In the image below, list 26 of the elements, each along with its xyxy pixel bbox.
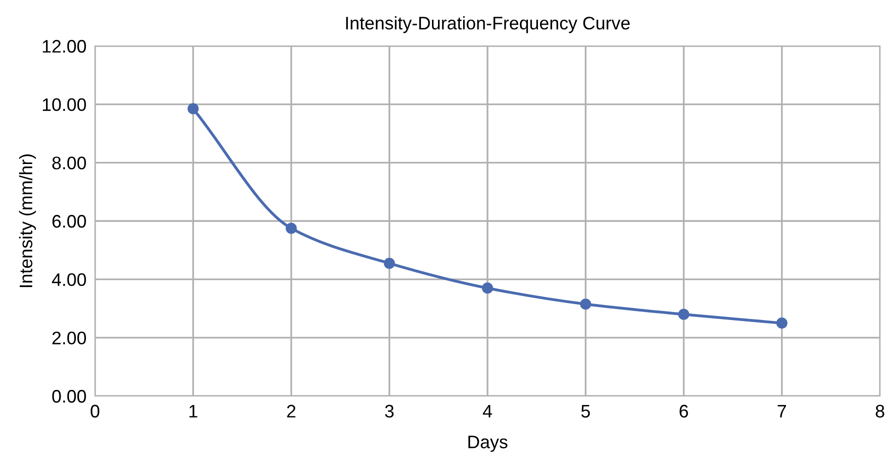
- x-tick-label: 2: [287, 404, 296, 418]
- chart-title: Intensity-Duration-Frequency Curve: [346, 16, 630, 34]
- x-tick-label: 6: [680, 404, 688, 418]
- y-tick-label: 8.00: [52, 156, 86, 170]
- y-tick-label: 0.00: [52, 390, 86, 403]
- y-axis-title: Intensity (mm/hr): [19, 154, 36, 288]
- y-tick-label: 10.00: [42, 98, 86, 112]
- point: [482, 282, 494, 294]
- x-tick-label: 5: [581, 404, 590, 418]
- point: [678, 308, 690, 320]
- x-tick-label: 1: [189, 404, 198, 418]
- x-tick-label: 4: [482, 404, 492, 418]
- y-tick-label: 6.00: [52, 214, 86, 228]
- x-tick-label: 7: [778, 404, 786, 418]
- point: [580, 298, 592, 310]
- x-tick-label: 8: [876, 404, 884, 418]
- x-axis-title: Days: [468, 436, 508, 452]
- x-tick-label: 0: [90, 404, 100, 418]
- y-tick-label: 2.00: [52, 332, 86, 344]
- point: [776, 318, 788, 329]
- y-tick-label: 4.00: [52, 273, 86, 286]
- x-tick-label: 3: [385, 404, 394, 418]
- point: [384, 258, 395, 269]
- y-tick-label: 12.00: [42, 40, 86, 53]
- point: [188, 103, 199, 114]
- point: [286, 222, 297, 234]
